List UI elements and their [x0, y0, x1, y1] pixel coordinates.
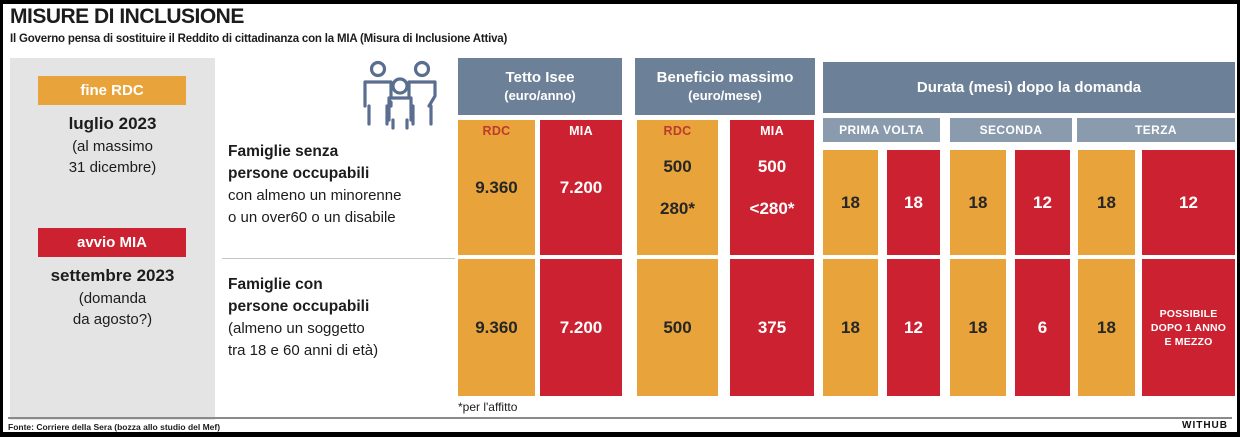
beneficio-title: Beneficio massimo [656, 69, 794, 87]
fine-rdc-note2: 31 dicembre) [68, 159, 157, 176]
timeline-panel: fine RDC luglio 2023 (al massimo 31 dice… [10, 58, 215, 420]
fine-rdc-note1: (al massimo [72, 138, 153, 155]
durata-terza-label: TERZA [1077, 118, 1235, 142]
beneficio-mia-row1-value-a: 500 [757, 156, 787, 176]
family-row1-description: Famiglie senza persone occupabili con al… [228, 141, 454, 229]
tetto-mia-row1-cell: MIA 7.200 [540, 120, 622, 255]
tetto-rdc-row1-value: 9.360 [475, 177, 518, 197]
tetto-rdc-row2-value: 9.360 [475, 317, 518, 337]
durata-prima-volta-label: PRIMA VOLTA [823, 118, 940, 142]
beneficio-mia-column-label: MIA [760, 124, 784, 138]
beneficio-rdc-row1-value-a: 500 [663, 156, 692, 176]
durata-seconda-label: SECONDA [950, 118, 1072, 142]
tetto-isee-header: Tetto Isee (euro/anno) [458, 58, 622, 115]
family-row2-description: Famiglie con persone occupabili (almeno … [228, 274, 454, 362]
family-row2-text1: (almeno un soggetto [228, 320, 365, 337]
durata-terza-mia-row2-line1: POSSIBILE [1159, 307, 1218, 320]
durata-terza-rdc-row1-cell: 18 [1078, 150, 1135, 255]
family-icon [363, 60, 437, 130]
family-row1-text2: o un over60 o un disabile [228, 209, 396, 226]
tetto-rdc-row1-cell: RDC 9.360 [458, 120, 535, 255]
durata-terza-rdc-row2-cell: 18 [1078, 259, 1135, 396]
family-row1-text1: con almeno un minorenne [228, 187, 402, 204]
durata-prima-rdc-row2-value: 18 [841, 317, 860, 337]
tetto-rdc-row2-cell: 9.360 [458, 259, 535, 396]
durata-prima-rdc-row1-cell: 18 [823, 150, 878, 255]
beneficio-unit: (euro/mese) [688, 87, 762, 103]
rent-footnote: *per l'affitto [458, 400, 518, 414]
source-credit: Fonte: Corriere della Sera (bozza allo s… [8, 422, 221, 432]
family-row2-bold1: Famiglie con [228, 276, 323, 293]
beneficio-rdc-row1-cell: RDC 500 280* [637, 120, 718, 255]
frame-bottom [0, 432, 1240, 437]
beneficio-rdc-column-label: RDC [663, 124, 692, 138]
tetto-mia-row2-cell: 7.200 [540, 259, 622, 396]
beneficio-rdc-row2-cell: 500 [637, 259, 718, 396]
durata-terza-rdc-row1-value: 18 [1097, 192, 1116, 212]
avvio-mia-badge: avvio MIA [38, 228, 186, 257]
frame-right [1237, 0, 1240, 437]
fine-rdc-date: luglio 2023 [68, 114, 157, 133]
family-row2-text2: tra 18 e 60 anni di età) [228, 342, 379, 359]
frame-left [0, 0, 3, 437]
avvio-mia-note1: (domanda [78, 290, 147, 307]
family-row1-bold1: Famiglie senza [228, 143, 339, 160]
footer-rule [8, 417, 1232, 419]
durata-prima-mia-row1-value: 18 [904, 192, 923, 212]
durata-terza-mia-row2-line2: DOPO 1 ANNO [1150, 321, 1227, 334]
withub-logo: WITHUB [1182, 420, 1228, 431]
beneficio-rdc-row2-value: 500 [663, 317, 692, 337]
durata-seconda-rdc-row2-value: 18 [968, 317, 988, 337]
beneficio-mia-row2-value: 375 [757, 317, 787, 337]
avvio-mia-note2: da agosto?) [72, 311, 153, 328]
tetto-isee-unit: (euro/anno) [504, 87, 576, 103]
beneficio-mia-row1-value-b: <280* [749, 198, 795, 218]
durata-seconda-mia-row2-cell: 6 [1015, 259, 1070, 396]
tetto-mia-row2-value: 7.200 [559, 317, 603, 337]
fine-rdc-badge: fine RDC [38, 76, 186, 105]
frame-top [0, 0, 1240, 4]
beneficio-mia-row1-cell: MIA 500 <280* [730, 120, 814, 255]
durata-seconda-rdc-row1-value: 18 [968, 192, 988, 212]
tetto-isee-title: Tetto Isee [505, 69, 575, 87]
durata-prima-mia-row2-cell: 12 [887, 259, 940, 396]
durata-seconda-rdc-row2-cell: 18 [950, 259, 1006, 396]
durata-title: Durata (mesi) dopo la domanda [916, 78, 1142, 96]
durata-prima-mia-row2-value: 12 [904, 317, 923, 337]
durata-terza-mia-row1-cell: 12 [1142, 150, 1235, 255]
durata-prima-mia-row1-cell: 18 [887, 150, 940, 255]
tetto-mia-column-label: MIA [569, 124, 593, 138]
durata-terza-mia-row1-value: 12 [1179, 192, 1198, 212]
durata-prima-rdc-row2-cell: 18 [823, 259, 878, 396]
beneficio-header: Beneficio massimo (euro/mese) [635, 58, 815, 115]
durata-seconda-mia-row2-value: 6 [1037, 317, 1048, 337]
durata-seconda-mia-row1-value: 12 [1033, 192, 1052, 212]
durata-seconda-rdc-row1-cell: 18 [950, 150, 1006, 255]
durata-seconda-mia-row1-cell: 12 [1015, 150, 1070, 255]
durata-terza-rdc-row2-value: 18 [1097, 317, 1116, 337]
page-subtitle: Il Governo pensa di sostituire il Reddit… [10, 33, 508, 45]
family-row2-bold2: persone occupabili [228, 298, 370, 315]
row-divider [222, 258, 455, 259]
durata-terza-mia-row2-line3: E MEZZO [1164, 335, 1213, 348]
durata-prima-rdc-row1-value: 18 [841, 192, 860, 212]
tetto-mia-row1-value: 7.200 [559, 177, 603, 197]
beneficio-mia-row2-cell: 375 [730, 259, 814, 396]
tetto-rdc-column-label: RDC [482, 124, 511, 138]
page-title: MISURE DI INCLUSIONE [10, 5, 244, 28]
family-row1-bold2: persone occupabili [228, 165, 370, 182]
durata-terza-mia-row2-cell: POSSIBILE DOPO 1 ANNO E MEZZO [1142, 259, 1235, 396]
durata-header: Durata (mesi) dopo la domanda [823, 62, 1235, 113]
avvio-mia-date: settembre 2023 [50, 266, 175, 285]
beneficio-rdc-row1-value-b: 280* [660, 198, 695, 218]
